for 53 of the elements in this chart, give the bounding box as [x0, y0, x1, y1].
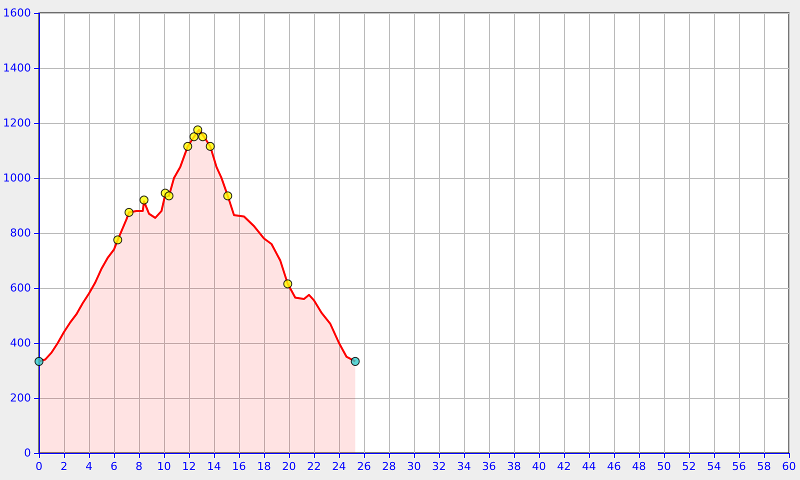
x-tick-label: 14 — [207, 460, 221, 473]
x-tick-label: 12 — [182, 460, 196, 473]
point — [223, 191, 232, 200]
point — [193, 125, 202, 134]
point — [183, 142, 192, 151]
x-tick-label: 8 — [136, 460, 142, 473]
x-tick-label: 22 — [307, 460, 321, 473]
x-tick-label: 0 — [36, 460, 42, 473]
y-tick-label: 1200 — [3, 116, 31, 130]
point — [34, 356, 44, 366]
point — [283, 279, 292, 288]
x-tick-label: 40 — [532, 460, 546, 473]
x-tick-label: 30 — [407, 460, 421, 473]
x-tick-label: 32 — [432, 460, 446, 473]
point — [124, 208, 134, 217]
point — [206, 142, 215, 151]
x-tick-label: 4 — [86, 460, 92, 473]
x-tick-label: 38 — [507, 460, 521, 473]
point — [190, 132, 198, 142]
y-tick-label: 1400 — [3, 62, 31, 74]
x-tick-label: 48 — [632, 460, 646, 473]
x-tick-label: 6 — [110, 460, 118, 473]
y-tick-label: 800 — [10, 226, 31, 240]
point — [350, 356, 360, 366]
x-tick-label: 42 — [557, 460, 571, 473]
x-tick-label: 20 — [282, 460, 296, 473]
x-tick-label: 28 — [382, 460, 396, 473]
y-tick-label: 400 — [10, 336, 31, 350]
x-tick-label: 46 — [607, 460, 621, 473]
x-tick-label: 52 — [682, 460, 696, 473]
y-tick-label: 0 — [24, 446, 31, 460]
y-tick-label: 1000 — [3, 172, 31, 184]
point — [164, 191, 174, 200]
x-tick-label: 24 — [332, 460, 346, 473]
x-tick-label: 44 — [582, 460, 596, 473]
x-tick-label: 26 — [357, 460, 371, 473]
point — [113, 235, 122, 244]
y-tick-label: 600 — [10, 282, 31, 294]
point — [140, 196, 148, 204]
x-tick-label: 34 — [457, 460, 471, 473]
point — [198, 132, 208, 142]
x-tick-label: 54 — [707, 460, 721, 473]
x-tick-label: 2 — [60, 460, 68, 473]
y-tick-label: 200 — [10, 392, 31, 404]
x-tick-label: 16 — [232, 460, 246, 473]
x-tick-label: 58 — [757, 460, 771, 473]
x-tick-label: 18 — [257, 460, 271, 473]
x-tick-label: 36 — [482, 460, 496, 473]
y-tick-label: 1600 — [3, 6, 31, 20]
x-tick-label: 56 — [732, 460, 746, 473]
x-tick-label: 60 — [782, 460, 796, 473]
x-tick-label: 50 — [657, 460, 671, 473]
x-tick-label: 10 — [157, 460, 171, 473]
